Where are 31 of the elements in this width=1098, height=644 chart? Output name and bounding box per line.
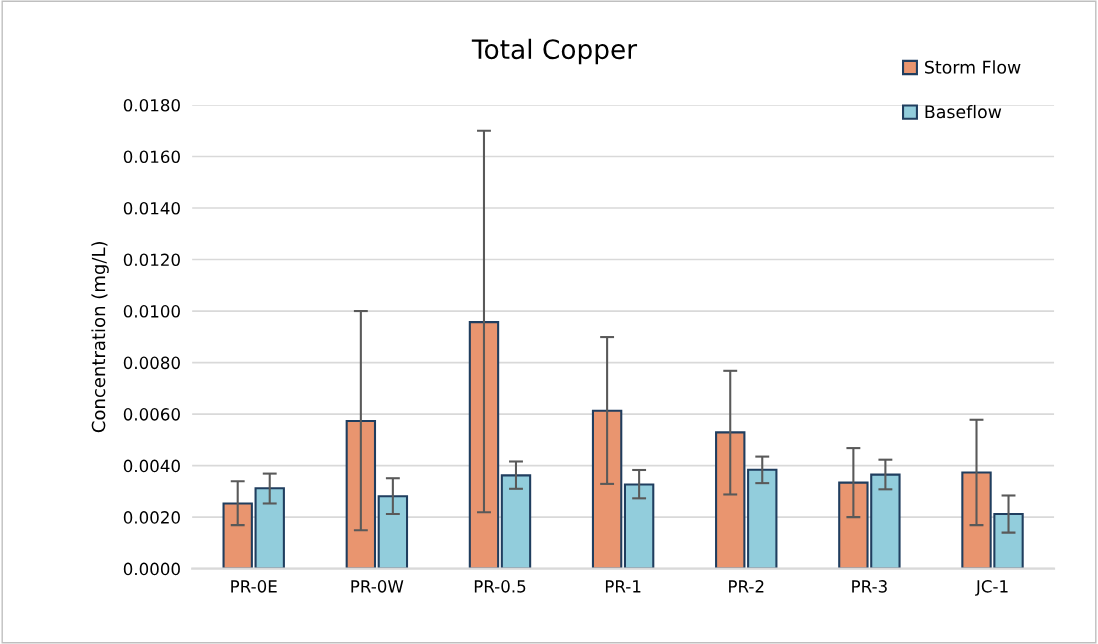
x-tick-label: JC-1: [975, 580, 1008, 596]
bar: [377, 495, 409, 569]
x-tick-label: PR-3: [852, 580, 887, 593]
chart-title: Total Copper: [471, 38, 638, 65]
legend-label: Storm Flow: [925, 60, 1021, 74]
bar: [747, 468, 778, 569]
bar: [623, 483, 655, 569]
y-axis-title: Concentration (mg/L): [91, 241, 109, 433]
legend-label: Baseflow: [925, 104, 1002, 119]
x-tick-label: PR-1: [605, 580, 641, 593]
y-tick-label: 0.0020: [123, 511, 180, 524]
y-tick-label: 0.0000: [123, 562, 180, 576]
y-tick-label: 0.0080: [123, 356, 180, 370]
x-tick-label: PR-0W: [351, 580, 404, 593]
y-tick-label: 0.0140: [123, 201, 180, 215]
bar: [254, 487, 285, 569]
y-tick-label: 0.0100: [123, 305, 180, 318]
y-tick-label: 0.0040: [123, 459, 180, 473]
y-tick-label: 0.0160: [123, 150, 180, 164]
y-tick-label: 0.0060: [123, 408, 180, 421]
bar: [468, 321, 500, 569]
bar: [591, 409, 623, 569]
y-tick-label: 0.0120: [123, 253, 180, 267]
x-tick-label: PR-2: [729, 580, 764, 593]
y-tick-label: 0.0180: [123, 98, 180, 112]
bar: [500, 474, 532, 569]
bar: [715, 431, 746, 569]
x-tick-label: PR-0.5: [474, 580, 526, 593]
bar: [222, 502, 253, 569]
x-tick-label: PR-0E: [231, 580, 277, 593]
bar: [345, 420, 377, 569]
